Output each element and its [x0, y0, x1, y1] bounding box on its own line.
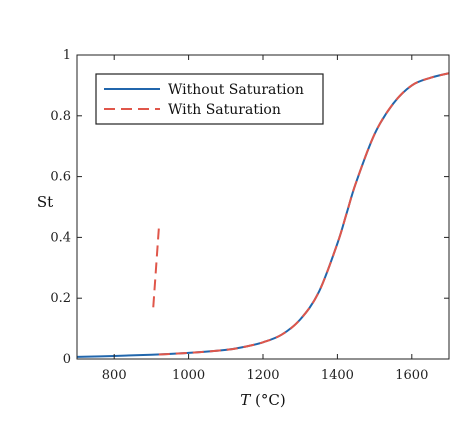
- y-tick-label: 0.2: [50, 291, 71, 306]
- legend-label-with-saturation: With Saturation: [168, 102, 281, 118]
- x-tick-label: 1600: [395, 368, 428, 383]
- y-axis-label: St: [37, 193, 53, 211]
- y-tick-label: 0: [63, 352, 71, 367]
- y-tick-label: 1: [63, 48, 71, 63]
- x-tick-label: 1000: [172, 368, 205, 383]
- legend-label-without-saturation: Without Saturation: [168, 82, 304, 98]
- y-tick-label: 0.4: [50, 230, 71, 245]
- legend: Without Saturation With Saturation: [95, 73, 324, 125]
- x-axis-label: T (°C): [240, 391, 285, 409]
- series-line-with-saturation-segment-2: [158, 72, 450, 356]
- x-tick-label: 1400: [321, 368, 354, 383]
- legend-box: [95, 73, 324, 125]
- series-line-with-saturation-segment-1: [152, 228, 160, 308]
- y-tick-label: 0.6: [50, 170, 71, 185]
- x-axis-label-unit: (°C): [250, 391, 285, 409]
- x-tick-label: 1200: [246, 368, 279, 383]
- x-tick-label: 800: [102, 368, 127, 383]
- x-axis-label-variable: T: [240, 391, 251, 409]
- y-tick-label: 0.8: [50, 109, 71, 124]
